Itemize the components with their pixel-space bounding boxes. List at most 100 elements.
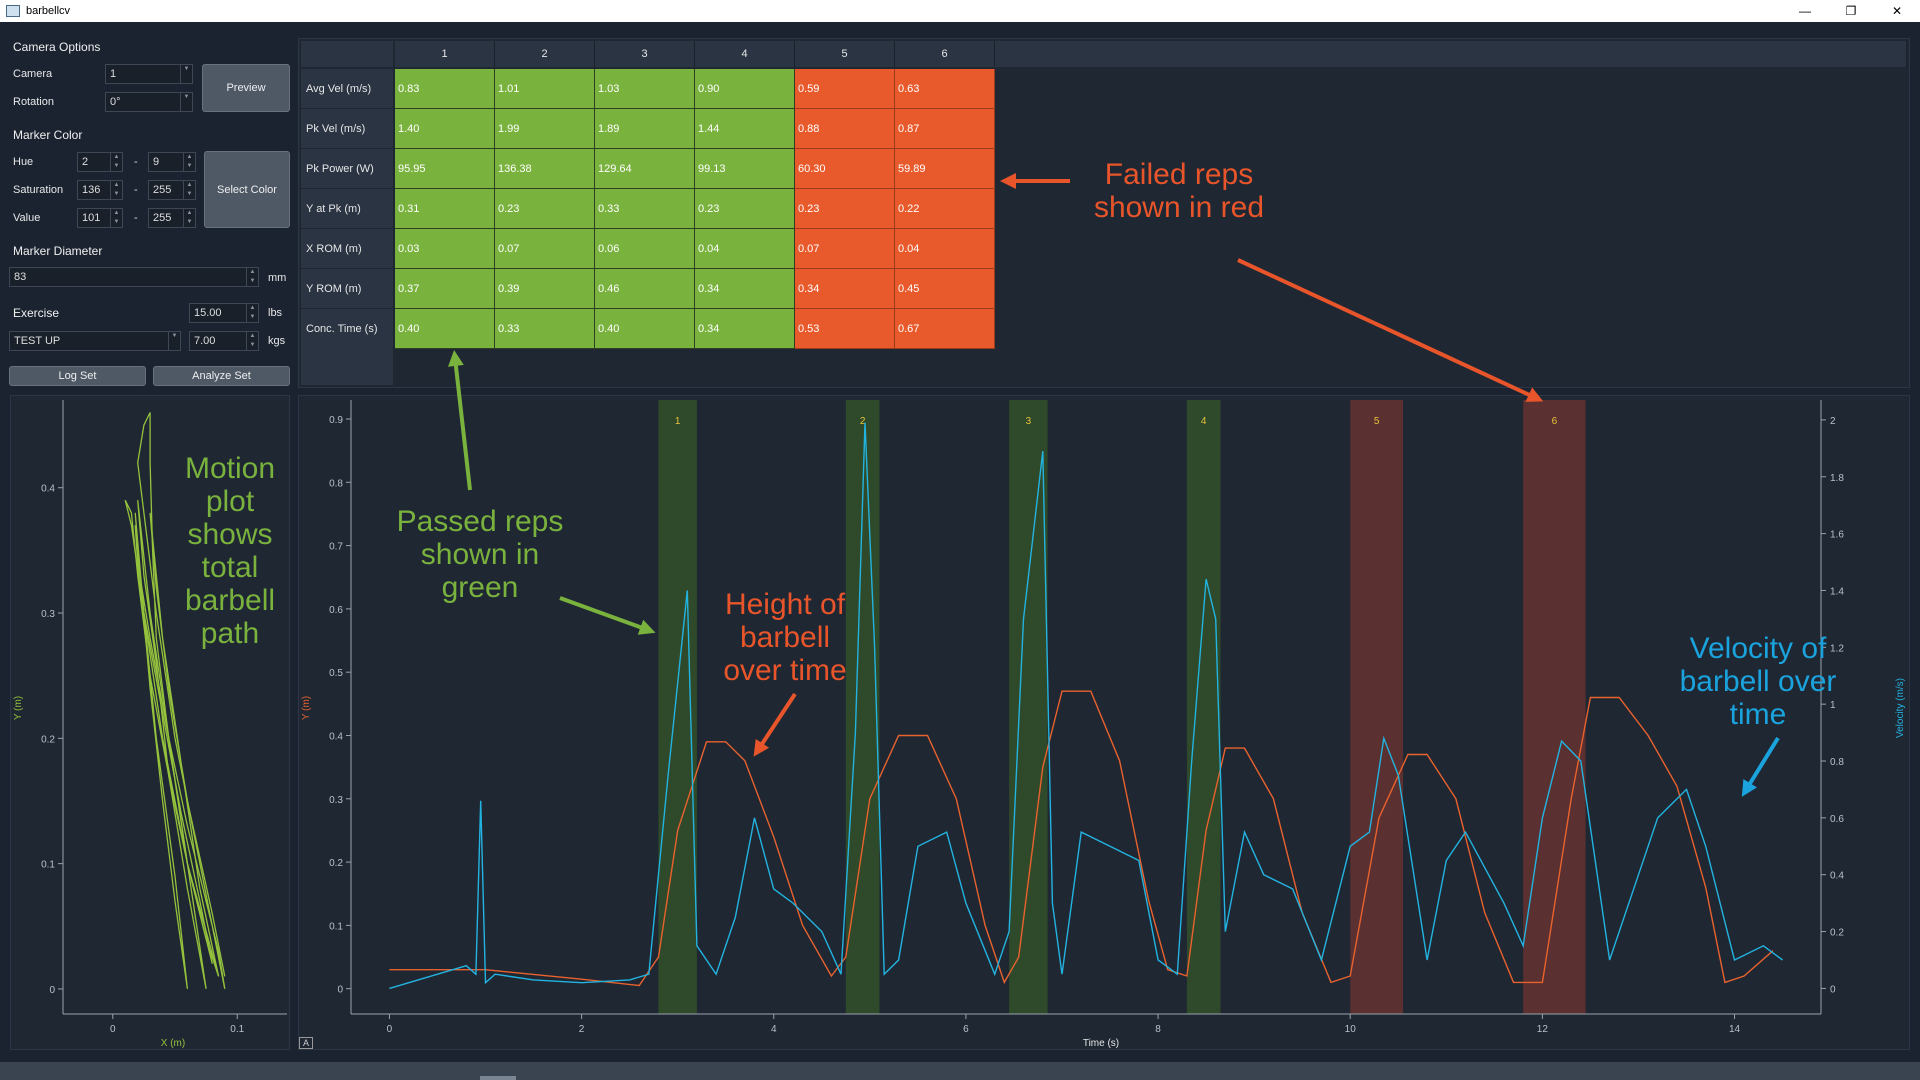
table-cell[interactable]: 0.40 [595,309,695,349]
auto-range-button[interactable]: A [299,1037,313,1049]
saturation-max-spinbox[interactable]: 255 ▲ ▼ [148,180,196,200]
y-tick-label: 0 [337,985,343,996]
table-cell[interactable]: 0.06 [595,229,695,269]
y-tick-label: 0.4 [329,731,343,742]
log-set-button[interactable]: Log Set [9,366,146,386]
spin-arrows-icon[interactable]: ▲ ▼ [183,153,195,171]
table-cell[interactable]: 129.64 [595,149,695,189]
table-cell[interactable]: 0.34 [795,269,895,309]
table-cell[interactable]: 0.23 [795,189,895,229]
y-tick-label: 0.2 [329,858,343,869]
spin-arrows-icon[interactable]: ▲ ▼ [183,209,195,227]
table-cell[interactable]: 0.23 [695,189,795,229]
resize-grip[interactable] [480,1076,516,1080]
table-cell[interactable]: 1.40 [395,109,495,149]
spin-arrows-icon[interactable]: ▲ ▼ [110,153,122,171]
table-cell[interactable]: 60.30 [795,149,895,189]
camera-select[interactable]: 1 ▼ [105,64,193,84]
restore-button[interactable]: ❐ [1845,4,1857,18]
table-cell[interactable]: 0.46 [595,269,695,309]
close-button[interactable]: ✕ [1891,4,1903,18]
table-cell[interactable]: 0.04 [695,229,795,269]
table-cell[interactable]: 0.07 [495,229,595,269]
value-max-spinbox[interactable]: 255 ▲ ▼ [148,208,196,228]
y-tick-label: 0.8 [329,478,343,489]
table-cell[interactable]: 0.07 [795,229,895,269]
table-cell[interactable]: 0.33 [495,309,595,349]
spin-arrows-icon[interactable]: ▲ ▼ [246,268,258,286]
marker-diameter-spinbox[interactable]: 83 ▲ ▼ [9,267,259,287]
table-cell[interactable]: 99.13 [695,149,795,189]
spin-arrows-icon[interactable]: ▲ ▼ [246,304,258,322]
spin-arrows-icon[interactable]: ▲ ▼ [246,332,258,350]
motion-plot[interactable]: 0 0.1 0.2 0.3 0.4 0 0.1 X (m) Y (m) [11,396,289,1049]
table-cell[interactable]: 0.45 [895,269,995,309]
row-header-filler [301,347,393,385]
column-header[interactable]: 2 [495,41,595,67]
column-header[interactable]: 5 [795,41,895,67]
value-min-spinbox[interactable]: 101 ▲ ▼ [77,208,123,228]
column-header[interactable]: 4 [695,41,795,67]
row-header[interactable]: Y ROM (m) [301,269,393,309]
rotation-select[interactable]: 0° ▼ [105,92,193,112]
analyze-set-button[interactable]: Analyze Set [153,366,290,386]
column-header[interactable]: 3 [595,41,695,67]
column-header[interactable]: 1 [395,41,495,67]
table-cell[interactable]: 0.53 [795,309,895,349]
spin-arrows-icon[interactable]: ▲ ▼ [110,209,122,227]
table-cell[interactable]: 0.59 [795,69,895,109]
column-header[interactable]: 6 [895,41,995,67]
table-cell[interactable]: 59.89 [895,149,995,189]
preview-button[interactable]: Preview [202,64,290,112]
y2-tick-label: 0.2 [1830,928,1844,939]
weight-kgs-spinbox[interactable]: 7.00 ▲ ▼ [189,331,259,351]
range-dash: - [134,212,138,224]
table-cell[interactable]: 0.87 [895,109,995,149]
table-cell[interactable]: 0.88 [795,109,895,149]
row-header[interactable]: Pk Vel (m/s) [301,109,393,149]
table-cell[interactable]: 1.99 [495,109,595,149]
table-corner [301,41,393,67]
x-tick-label: 0 [110,1024,116,1035]
table-cell[interactable]: 0.33 [595,189,695,229]
table-cell[interactable]: 0.34 [695,309,795,349]
chevron-down-icon: ▼ [180,65,192,83]
row-header[interactable]: Avg Vel (m/s) [301,69,393,109]
weight-lbs-spinbox[interactable]: 15.00 ▲ ▼ [189,303,259,323]
spin-arrows-icon[interactable]: ▲ ▼ [183,181,195,199]
height-velocity-plot[interactable]: 1 2 3 4 5 600.10.20.30.40.50.60.70.80.900.20.… [299,396,1909,1049]
table-cell[interactable]: 0.34 [695,269,795,309]
table-cell[interactable]: 95.95 [395,149,495,189]
table-cell[interactable]: 1.89 [595,109,695,149]
select-color-button[interactable]: Select Color [204,151,290,228]
table-cell[interactable]: 0.39 [495,269,595,309]
table-cell[interactable]: 0.04 [895,229,995,269]
spin-arrows-icon[interactable]: ▲ ▼ [110,181,122,199]
hue-min-spinbox[interactable]: 2 ▲ ▼ [77,152,123,172]
hue-max-spinbox[interactable]: 9 ▲ ▼ [148,152,196,172]
table-cell[interactable]: 0.31 [395,189,495,229]
table-cell[interactable]: 0.03 [395,229,495,269]
table-cell[interactable]: 0.90 [695,69,795,109]
table-cell[interactable]: 0.83 [395,69,495,109]
table-cell[interactable]: 0.37 [395,269,495,309]
rep-label: 1 [675,416,681,427]
y2-tick-label: 0.4 [1830,871,1844,882]
row-header[interactable]: Conc. Time (s) [301,309,393,349]
table-cell[interactable]: 0.22 [895,189,995,229]
row-header[interactable]: Y at Pk (m) [301,189,393,229]
table-cell[interactable]: 1.44 [695,109,795,149]
rep-label: 2 [860,416,866,427]
table-cell[interactable]: 1.03 [595,69,695,109]
row-header[interactable]: Pk Power (W) [301,149,393,189]
table-cell[interactable]: 1.01 [495,69,595,109]
table-cell[interactable]: 0.63 [895,69,995,109]
table-cell[interactable]: 136.38 [495,149,595,189]
exercise-select[interactable]: TEST UP ▼ [9,331,181,351]
table-cell[interactable]: 0.40 [395,309,495,349]
row-header[interactable]: X ROM (m) [301,229,393,269]
table-cell[interactable]: 0.67 [895,309,995,349]
table-cell[interactable]: 0.23 [495,189,595,229]
saturation-min-spinbox[interactable]: 136 ▲ ▼ [77,180,123,200]
minimize-button[interactable]: — [1799,4,1811,18]
